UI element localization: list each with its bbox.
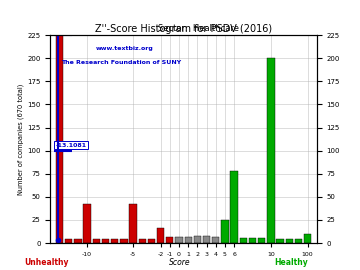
Bar — [111, 239, 118, 243]
Bar — [120, 239, 127, 243]
Text: Sector:  Healthcare: Sector: Healthcare — [158, 24, 239, 33]
Bar — [230, 171, 238, 243]
Bar — [175, 237, 183, 243]
Text: The Research Foundation of SUNY: The Research Foundation of SUNY — [61, 60, 181, 65]
Bar — [276, 239, 284, 243]
Bar — [240, 238, 247, 243]
Bar — [84, 204, 91, 243]
Bar — [56, 35, 63, 243]
Bar — [304, 234, 311, 243]
Text: www.textbiz.org: www.textbiz.org — [96, 46, 153, 51]
Text: Score: Score — [169, 258, 191, 266]
Bar — [74, 239, 82, 243]
Bar — [203, 236, 210, 243]
Bar — [194, 236, 201, 243]
Bar — [129, 204, 137, 243]
Text: Unhealthy: Unhealthy — [24, 258, 69, 266]
Bar — [102, 239, 109, 243]
Text: -13.1081: -13.1081 — [55, 143, 86, 148]
Title: Z''-Score Histogram for PSDV (2016): Z''-Score Histogram for PSDV (2016) — [95, 24, 272, 34]
Bar — [157, 228, 164, 243]
Bar — [166, 237, 174, 243]
Bar — [258, 238, 265, 243]
Bar — [249, 238, 256, 243]
Bar — [185, 237, 192, 243]
Bar — [212, 237, 220, 243]
Bar — [148, 239, 155, 243]
Bar — [221, 220, 229, 243]
Bar — [267, 58, 275, 243]
Bar — [65, 239, 72, 243]
Bar — [139, 239, 146, 243]
Bar — [285, 239, 293, 243]
Bar — [295, 239, 302, 243]
Y-axis label: Number of companies (670 total): Number of companies (670 total) — [18, 83, 24, 195]
Text: Healthy: Healthy — [275, 258, 309, 266]
Bar — [93, 239, 100, 243]
